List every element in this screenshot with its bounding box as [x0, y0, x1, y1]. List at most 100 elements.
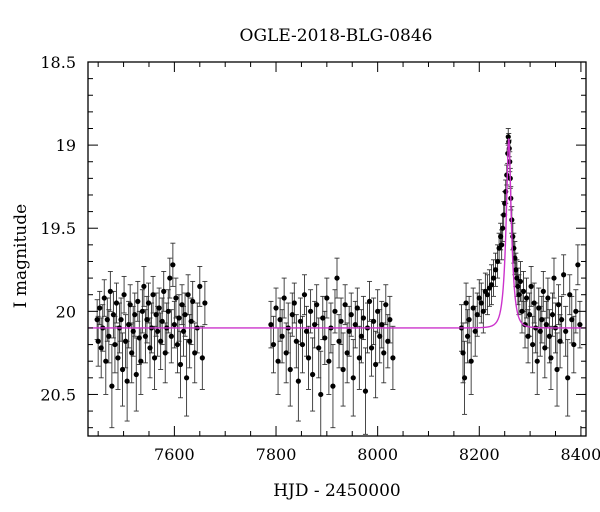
data-point — [132, 312, 138, 318]
data-point — [97, 305, 103, 311]
data-point — [534, 358, 540, 364]
data-point — [188, 318, 194, 324]
data-point — [536, 305, 542, 311]
data-point — [126, 322, 132, 328]
data-point — [187, 338, 193, 344]
data-point — [573, 308, 579, 314]
data-point — [543, 322, 549, 328]
data-point — [332, 308, 338, 314]
data-point — [515, 283, 521, 289]
data-point — [170, 262, 176, 268]
data-point — [127, 302, 133, 308]
data-point — [268, 322, 274, 328]
data-point — [539, 317, 545, 323]
data-point — [106, 333, 112, 339]
data-point — [156, 305, 162, 311]
data-point — [310, 371, 316, 378]
data-point — [136, 335, 142, 341]
data-point — [463, 300, 469, 306]
data-point — [561, 272, 567, 278]
data-point — [159, 318, 165, 324]
data-point — [375, 308, 381, 314]
data-point — [183, 375, 190, 381]
data-point — [383, 302, 389, 308]
x-tick-label: 8000 — [357, 445, 398, 464]
data-point — [110, 312, 117, 318]
y-tick-label: 19 — [56, 136, 76, 155]
data-point — [464, 333, 471, 339]
data-point — [346, 328, 352, 334]
data-point — [141, 283, 147, 289]
data-point — [301, 292, 308, 298]
data-point — [530, 341, 536, 348]
data-point — [165, 308, 171, 314]
data-point — [113, 300, 120, 306]
data-point — [287, 366, 293, 373]
data-point — [377, 333, 383, 339]
data-point — [124, 378, 130, 384]
data-point — [385, 338, 391, 344]
x-tick-label: 8200 — [459, 445, 500, 464]
data-point — [565, 375, 571, 381]
data-point — [139, 308, 145, 314]
data-point — [366, 298, 373, 304]
data-point — [545, 295, 551, 301]
data-point — [348, 312, 354, 318]
data-point — [277, 317, 283, 323]
data-point — [283, 350, 289, 356]
x-tick-label: 8400 — [561, 445, 600, 464]
data-point — [555, 302, 562, 308]
data-point — [344, 350, 350, 356]
data-point — [342, 302, 348, 308]
data-point — [370, 318, 377, 324]
data-point — [275, 358, 281, 364]
data-point — [362, 388, 369, 394]
y-tick-label: 20.5 — [40, 385, 76, 404]
data-point — [510, 233, 516, 240]
data-point — [554, 366, 560, 373]
chart-title: OGLE-2018-BLG-0846 — [240, 26, 433, 46]
data-point — [381, 350, 387, 356]
data-point — [307, 308, 314, 314]
data-point — [314, 302, 320, 308]
data-point — [273, 305, 279, 311]
data-point — [182, 312, 188, 318]
data-point — [523, 295, 530, 301]
data-point — [112, 341, 118, 348]
data-point — [318, 391, 324, 398]
data-point — [480, 308, 486, 314]
data-point — [192, 350, 198, 356]
data-point — [98, 345, 104, 351]
data-point — [144, 317, 150, 323]
data-point — [150, 292, 156, 298]
data-point — [118, 317, 124, 323]
data-point — [129, 350, 135, 356]
data-point — [466, 317, 472, 323]
data-point — [109, 383, 115, 389]
data-point — [199, 355, 205, 361]
data-point — [145, 300, 152, 306]
x-tick-label: 7600 — [154, 445, 195, 464]
data-point — [151, 355, 158, 361]
data-point — [498, 233, 504, 240]
data-point — [520, 288, 527, 294]
data-point — [525, 333, 531, 339]
data-point — [123, 338, 129, 344]
data-point — [577, 322, 583, 328]
data-point — [546, 333, 553, 339]
data-point — [484, 292, 491, 298]
y-tick-label: 18.5 — [40, 53, 76, 72]
data-point — [279, 333, 285, 339]
data-point — [168, 333, 174, 339]
data-point — [360, 315, 367, 321]
data-point — [177, 361, 184, 368]
data-point — [542, 345, 548, 351]
data-point — [569, 317, 575, 323]
data-point — [537, 328, 543, 334]
data-point — [548, 355, 554, 361]
y-tick-label: 19.5 — [40, 219, 76, 238]
data-point — [153, 312, 159, 318]
data-point — [107, 288, 113, 294]
data-point — [513, 267, 519, 273]
